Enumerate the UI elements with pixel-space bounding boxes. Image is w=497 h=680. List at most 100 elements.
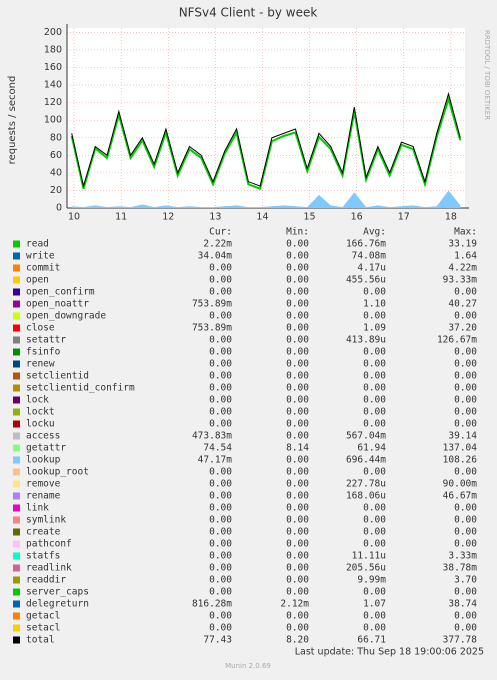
chart-title: NFSv4 Client - by week bbox=[179, 6, 318, 20]
legend-name: write bbox=[26, 251, 55, 262]
legend-value: 0.00 bbox=[209, 551, 232, 562]
legend-value: 126.67m bbox=[437, 335, 477, 346]
legend-swatch bbox=[13, 396, 20, 404]
legend-swatch bbox=[13, 600, 20, 608]
footer: Munin 2.0.69 bbox=[225, 662, 271, 670]
legend-value: 0.00 bbox=[209, 311, 232, 322]
legend-value: 0.00 bbox=[363, 407, 386, 418]
legend-value: 0.00 bbox=[363, 395, 386, 406]
legend-value: 0.00 bbox=[454, 467, 477, 478]
legend-value: 66.71 bbox=[357, 635, 386, 646]
legend-swatch bbox=[13, 492, 20, 500]
legend-swatch bbox=[13, 348, 20, 356]
legend-swatch bbox=[13, 336, 20, 344]
legend-value: 0.00 bbox=[286, 587, 309, 598]
legend-name: symlink bbox=[26, 515, 66, 526]
series-line bbox=[70, 95, 462, 191]
legend-value: 0.00 bbox=[454, 395, 477, 406]
legend-value: 0.00 bbox=[363, 527, 386, 538]
legend-value: 0.00 bbox=[363, 383, 386, 394]
legend-value: 205.56u bbox=[346, 563, 386, 574]
y-tick-label: 160 bbox=[44, 62, 62, 73]
legend-value: 0.00 bbox=[363, 515, 386, 526]
legend-value: 0.00 bbox=[363, 467, 386, 478]
legend-swatch bbox=[13, 408, 20, 416]
legend-value: 473.83m bbox=[192, 431, 232, 442]
legend-name: read bbox=[26, 239, 49, 250]
legend-swatch bbox=[13, 384, 20, 392]
legend-value: 0.00 bbox=[363, 539, 386, 550]
legend-name: lock bbox=[26, 395, 49, 406]
legend-name: lookup_root bbox=[26, 467, 89, 478]
legend-header: Cur: bbox=[209, 227, 232, 238]
legend-name: open_noattr bbox=[26, 299, 89, 310]
series-area bbox=[71, 190, 461, 208]
legend-value: 0.00 bbox=[209, 539, 232, 550]
legend-name: open_confirm bbox=[26, 287, 95, 298]
legend-value: 34.04m bbox=[198, 251, 233, 262]
legend-value: 8.20 bbox=[286, 635, 309, 646]
legend-name: server_caps bbox=[26, 587, 89, 598]
legend-name: setattr bbox=[26, 335, 66, 346]
legend-name: getacl bbox=[26, 611, 60, 622]
legend-value: 40.27 bbox=[448, 299, 477, 310]
legend-value: 0.00 bbox=[363, 347, 386, 358]
legend-value: 0.00 bbox=[286, 407, 309, 418]
last-update: Last update: Thu Sep 18 19:00:06 2025 bbox=[295, 647, 484, 658]
legend-value: 0.00 bbox=[286, 299, 309, 310]
legend-value: 46.67m bbox=[443, 491, 478, 502]
y-tick-label: 180 bbox=[44, 44, 62, 55]
legend-value: 0.00 bbox=[454, 383, 477, 394]
legend-swatch bbox=[13, 420, 20, 428]
y-axis-label: requests / second bbox=[7, 76, 18, 165]
legend-name: statfs bbox=[26, 551, 60, 562]
side-label: RRDTOOL / TOBI OETIKER bbox=[483, 30, 491, 120]
legend-value: 0.00 bbox=[363, 371, 386, 382]
x-tick-label: 17 bbox=[398, 212, 410, 223]
legend-swatch bbox=[13, 504, 20, 512]
legend-name: create bbox=[26, 527, 61, 538]
x-tick-label: 13 bbox=[209, 212, 221, 223]
legend-swatch bbox=[13, 276, 20, 284]
legend-value: 0.00 bbox=[209, 515, 232, 526]
legend-value: 0.00 bbox=[286, 611, 309, 622]
legend-value: 0.00 bbox=[286, 419, 309, 430]
legend-value: 0.00 bbox=[286, 311, 309, 322]
legend-swatch bbox=[13, 612, 20, 620]
legend-value: 0.00 bbox=[286, 431, 309, 442]
legend-value: 455.56u bbox=[346, 275, 386, 286]
legend-value: 0.00 bbox=[454, 287, 477, 298]
legend-value: 0.00 bbox=[286, 359, 309, 370]
legend-value: 0.00 bbox=[209, 623, 232, 634]
legend-value: 77.43 bbox=[203, 635, 232, 646]
legend-value: 753.89m bbox=[192, 323, 232, 334]
legend-value: 413.89u bbox=[346, 335, 386, 346]
legend-name: total bbox=[26, 635, 55, 646]
legend-value: 0.00 bbox=[363, 311, 386, 322]
x-tick-label: 15 bbox=[304, 212, 316, 223]
legend-value: 93.33m bbox=[443, 275, 478, 286]
legend-value: 0.00 bbox=[454, 371, 477, 382]
legend-value: 0.00 bbox=[209, 419, 232, 430]
y-tick-label: 20 bbox=[50, 185, 62, 196]
legend-value: 108.26 bbox=[443, 455, 478, 466]
x-tick-label: 18 bbox=[445, 212, 457, 223]
legend-value: 1.09 bbox=[363, 323, 386, 334]
legend-swatch bbox=[13, 540, 20, 548]
legend-name: fsinfo bbox=[26, 347, 61, 358]
legend-name: lockt bbox=[26, 407, 55, 418]
legend-swatch bbox=[13, 432, 20, 440]
legend-value: 61.94 bbox=[357, 443, 386, 454]
legend-value: 377.78 bbox=[443, 635, 478, 646]
legend-name: rename bbox=[26, 491, 61, 502]
legend-swatch bbox=[13, 264, 20, 272]
legend-swatch bbox=[13, 552, 20, 560]
legend-name: remove bbox=[26, 479, 61, 490]
legend-value: 0.00 bbox=[209, 479, 232, 490]
legend-value: 0.00 bbox=[209, 527, 232, 538]
legend-value: 0.00 bbox=[363, 287, 386, 298]
legend-swatch bbox=[13, 624, 20, 632]
x-tick-label: 14 bbox=[256, 212, 268, 223]
legend-value: 0.00 bbox=[209, 347, 232, 358]
